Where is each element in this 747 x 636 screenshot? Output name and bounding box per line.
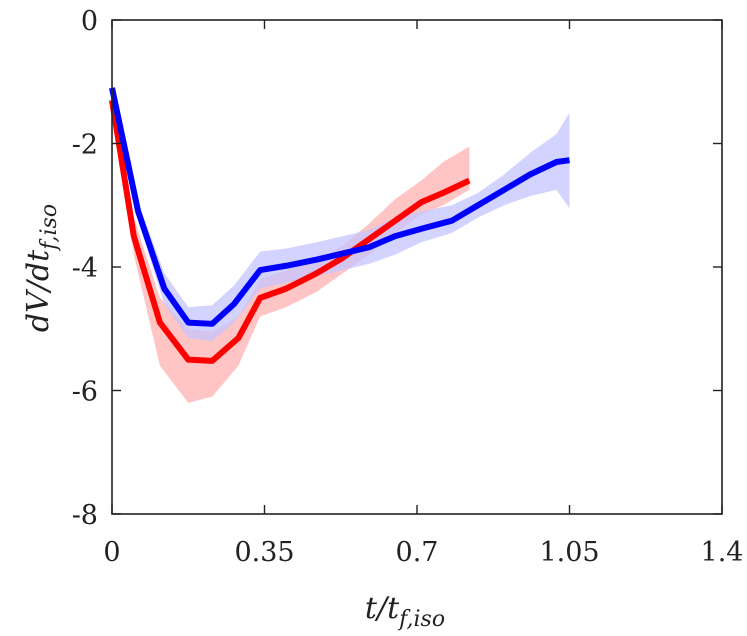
x-axis-label-sub: f,iso: [397, 607, 445, 632]
x-tick-label: 0.7: [396, 537, 439, 568]
y-tick-label: -6: [72, 377, 98, 408]
y-axis-label: dV/dtf,iso: [21, 204, 62, 332]
y-tick-label: -2: [72, 130, 98, 161]
y-tick-label: -8: [72, 500, 98, 531]
x-tick-label: 0: [103, 537, 120, 568]
line-blue: [109, 87, 570, 327]
band-blue: [112, 84, 570, 342]
line-red: [109, 99, 471, 364]
x-tick-label: 1.4: [701, 537, 744, 568]
series-lines: [109, 87, 570, 364]
axes-box: [111, 19, 723, 515]
x-tick-label: 1.05: [539, 537, 599, 568]
y-tick-label: -4: [72, 253, 98, 284]
x-tick-label: 0.35: [234, 537, 294, 568]
y-axis-label-sub: f,iso: [37, 204, 62, 252]
axis-ticks: 0 0.35 0.7 1.05 1.4 0 -2 -4 -6 -8: [72, 6, 744, 568]
y-axis-label-main: dV/dt: [21, 249, 56, 332]
x-axis-label-main: t/t: [365, 591, 400, 626]
y-tick-label: 0: [81, 6, 98, 37]
confidence-bands: [112, 84, 570, 403]
x-axis-label: t/tf,iso: [365, 591, 445, 632]
band-red: [112, 91, 470, 403]
